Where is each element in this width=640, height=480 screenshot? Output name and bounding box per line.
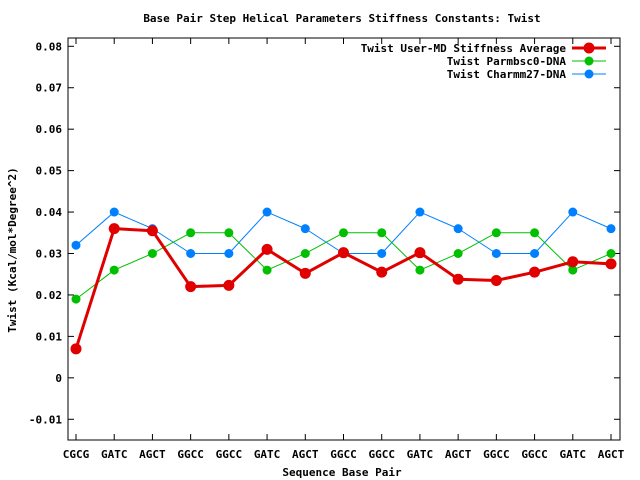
data-point — [262, 207, 272, 217]
x-tick-label: GGCC — [330, 448, 357, 461]
y-tick-label: 0.03 — [36, 248, 63, 261]
data-point — [223, 279, 235, 291]
data-point — [605, 258, 617, 270]
data-point — [491, 228, 501, 238]
legend-swatch-marker — [584, 56, 594, 66]
x-tick-label: AGCT — [139, 448, 166, 461]
data-point — [300, 249, 310, 259]
y-tick-label: -0.01 — [29, 413, 62, 426]
data-point — [530, 228, 540, 238]
data-point — [71, 294, 81, 304]
x-tick-label: CGCG — [63, 448, 90, 461]
data-point — [224, 228, 234, 238]
x-tick-label: GGCC — [483, 448, 510, 461]
y-tick-label: 0.02 — [36, 289, 63, 302]
data-point — [299, 267, 311, 279]
x-tick-label: GGCC — [216, 448, 243, 461]
data-point — [377, 228, 387, 238]
data-point — [262, 265, 272, 275]
y-tick-label: 0.08 — [36, 40, 63, 53]
x-axis-label: Sequence Base Pair — [282, 466, 402, 479]
data-point — [415, 207, 425, 217]
y-axis-label: Twist (Kcal/mol*Degree^2) — [6, 167, 19, 333]
y-tick-label: 0 — [55, 372, 62, 385]
x-tick-label: GATC — [101, 448, 128, 461]
data-point — [414, 247, 426, 259]
series-1 — [70, 223, 617, 355]
series-layer — [70, 207, 617, 355]
x-tick-label: AGCT — [445, 448, 472, 461]
y-tick-label: 0.05 — [36, 165, 63, 178]
data-point — [529, 266, 541, 278]
plot-frame — [67, 37, 621, 441]
data-point — [606, 224, 616, 234]
plot-area: -0.01 0 0.01 0.02 0.03 0.04 0.05 0.06 0.07 0.08 CG… — [29, 37, 625, 461]
chart-title: Base Pair Step Helical Parameters Stiffn… — [143, 12, 540, 25]
data-point — [300, 224, 310, 234]
data-point — [453, 249, 463, 259]
data-point — [491, 249, 501, 259]
data-point — [261, 243, 273, 255]
series-line — [74, 227, 612, 350]
data-point — [452, 273, 464, 285]
series-2 — [71, 228, 616, 304]
data-point — [71, 240, 81, 250]
data-point — [530, 249, 540, 259]
x-tick-label: GATC — [560, 448, 587, 461]
data-point — [338, 247, 349, 259]
y-tick-label: 0.01 — [36, 330, 63, 343]
data-point — [108, 223, 120, 235]
data-point — [415, 265, 425, 275]
data-point — [567, 256, 579, 268]
x-tick-label: GATC — [407, 448, 434, 461]
data-point — [568, 265, 578, 275]
y-tick-label: 0.06 — [36, 123, 63, 136]
legend-label: Twist Parmbsc0-DNA — [447, 55, 567, 68]
x-tick-label: GGCC — [521, 448, 548, 461]
data-point — [146, 225, 158, 237]
series-line — [75, 232, 612, 300]
data-point — [568, 207, 578, 217]
data-point — [376, 266, 388, 278]
legend-label: Twist Charmm27-DNA — [447, 68, 567, 81]
x-tick-label: GGCC — [368, 448, 395, 461]
data-point — [186, 228, 196, 238]
data-point — [109, 207, 119, 217]
data-point — [185, 281, 197, 293]
y-tick-label: 0.07 — [36, 82, 63, 95]
legend-label: Twist User-MD Stiffness Average — [361, 42, 567, 55]
data-point — [377, 249, 387, 259]
data-point — [109, 265, 119, 275]
legend-swatch-marker — [584, 69, 594, 79]
x-tick-label: GGCC — [177, 448, 204, 461]
data-point — [147, 249, 157, 259]
data-point — [224, 249, 234, 259]
data-point — [70, 343, 82, 355]
x-tick-label: GATC — [254, 448, 281, 461]
y-tick-label: 0.04 — [36, 206, 63, 219]
x-tick-label: AGCT — [292, 448, 319, 461]
data-point — [490, 274, 502, 286]
data-point — [186, 249, 196, 259]
data-point — [606, 249, 616, 259]
data-point — [339, 228, 348, 238]
data-point — [453, 224, 463, 234]
x-tick-label: AGCT — [598, 448, 625, 461]
legend-swatch-marker — [583, 42, 595, 54]
